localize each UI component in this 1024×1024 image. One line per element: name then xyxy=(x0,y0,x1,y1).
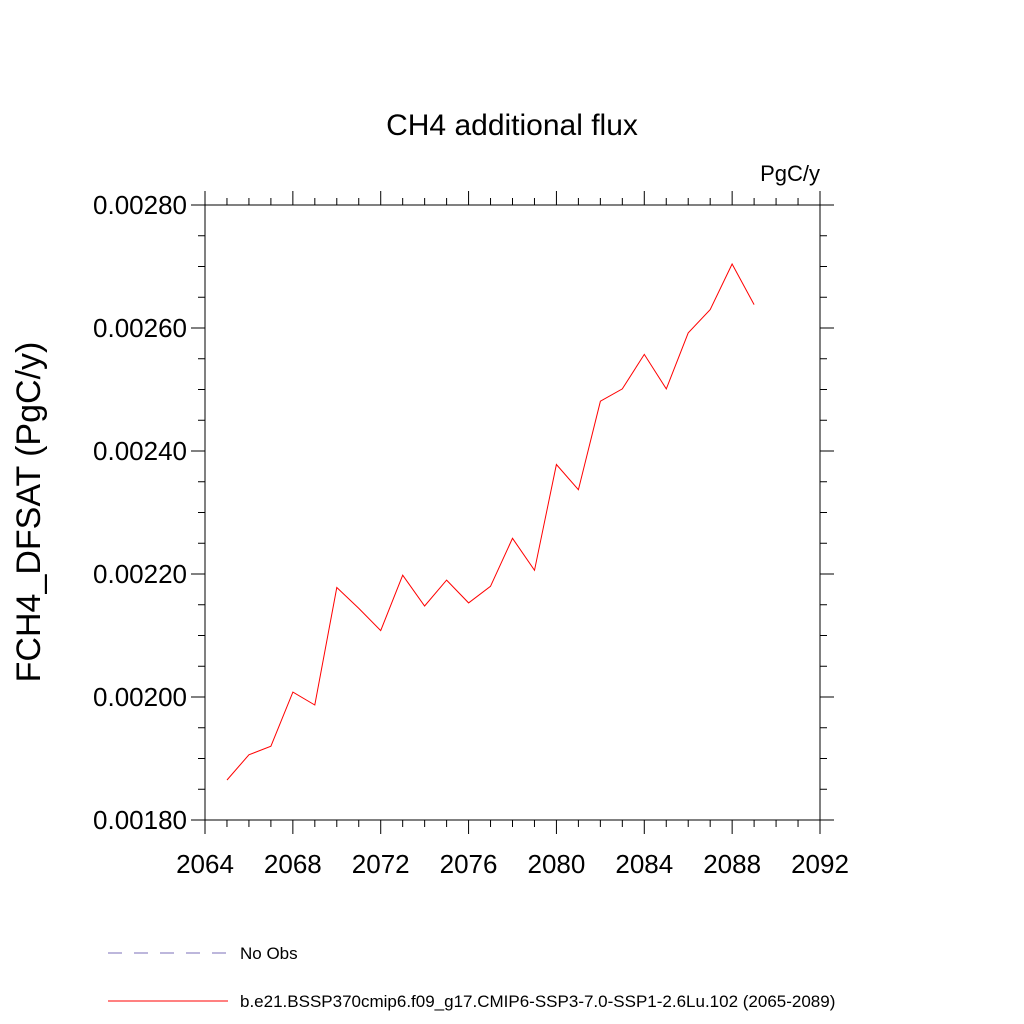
x-tick-label: 2068 xyxy=(264,849,322,879)
legend-label-model: b.e21.BSSP370cmip6.f09_g17.CMIP6-SSP3-7.… xyxy=(240,992,835,1011)
series-lines xyxy=(226,262,755,781)
units-label: PgC/y xyxy=(760,161,820,186)
y-tick-label: 0.00220 xyxy=(93,559,187,589)
x-tick-label: 2088 xyxy=(703,849,761,879)
legend-label-no-obs: No Obs xyxy=(240,944,298,963)
x-tick-labels: 2064 2068 2072 2076 2080 2084 2088 2092 xyxy=(176,849,849,879)
y-tick-label: 0.00240 xyxy=(93,436,187,466)
y-tick-label: 0.00260 xyxy=(93,313,187,343)
x-tick-label: 2072 xyxy=(352,849,410,879)
legend: No Obs b.e21.BSSP370cmip6.f09_g17.CMIP6-… xyxy=(108,944,835,1011)
y-tick-label: 0.00180 xyxy=(93,805,187,835)
series-line-0 xyxy=(226,262,755,781)
x-tick-label: 2080 xyxy=(528,849,586,879)
x-tick-label: 2076 xyxy=(440,849,498,879)
plot-frame xyxy=(204,204,821,821)
axis-ticks xyxy=(191,191,834,834)
y-axis-label: FCH4_DFSAT (PgC/y) xyxy=(10,342,48,683)
x-tick-label: 2064 xyxy=(176,849,234,879)
x-tick-label: 2084 xyxy=(615,849,673,879)
y-tick-label: 0.00280 xyxy=(93,190,187,220)
y-tick-label: 0.00200 xyxy=(93,682,187,712)
chart-title: CH4 additional flux xyxy=(386,109,638,142)
x-tick-label: 2092 xyxy=(791,849,849,879)
y-tick-labels: 0.00180 0.00200 0.00220 0.00240 0.00260 0.002… xyxy=(93,190,187,835)
